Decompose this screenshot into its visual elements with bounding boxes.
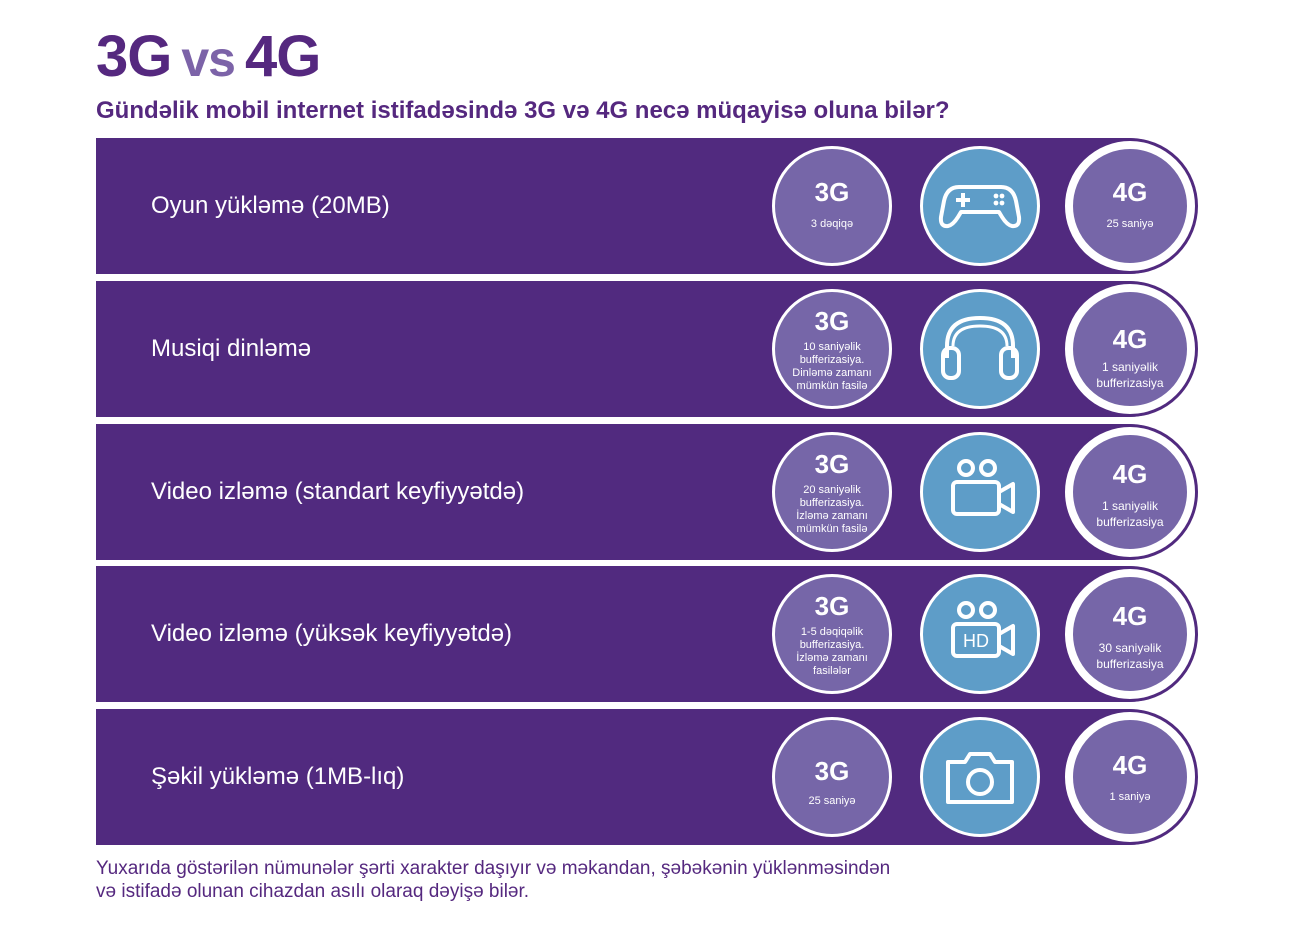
4g-circle: 4G 30 saniyəlik bufferizasiya — [1070, 574, 1190, 694]
hd-video-camera-icon: HD — [951, 601, 1015, 658]
video-camera-icon — [951, 459, 1015, 516]
hd-icon-text: HD — [963, 631, 989, 651]
footer-disclaimer: Yuxarıda göstərilən nümunələr şərti xara… — [96, 858, 891, 902]
title-4g: 4G — [245, 24, 321, 89]
4g-label: 4G — [1112, 177, 1148, 207]
page-title: 3G vs 4G — [96, 24, 321, 90]
photo-camera-icon — [946, 752, 1014, 804]
3g-circle: 3G 25 saniyə — [772, 717, 892, 837]
4g-note: 30 saniyəlik bufferizasiya — [1096, 641, 1164, 671]
4g-note: 25 saniyə — [1106, 218, 1154, 230]
activity-icon-circle: HD — [920, 574, 1040, 694]
comparison-row-photo-upload: Şəkil yükləmə (1MB-lıq) 3G 25 saniyə 4G … — [96, 709, 1198, 845]
4g-circle: 4G 25 saniyə — [1070, 146, 1190, 266]
3g-label: 3G — [814, 177, 850, 207]
3g-label: 3G — [814, 449, 850, 479]
row-label: Şəkil yükləmə (1MB-lıq) — [151, 763, 405, 790]
page-subtitle: Gündəlik mobil internet istifadəsində 3G… — [96, 97, 950, 124]
activity-icon-circle — [920, 146, 1040, 266]
title-3g: 3G — [96, 24, 172, 89]
3g-circle: 3G 10 saniyəlik bufferizasiya. Dinləmə z… — [772, 289, 892, 409]
4g-note: 1 saniyəlik bufferizasiya — [1096, 360, 1164, 390]
headphones-icon — [941, 315, 1019, 380]
3g-note: 10 saniyəlik bufferizasiya. Dinləmə zama… — [792, 341, 872, 392]
activity-icon-circle — [920, 432, 1040, 552]
gamepad-icon — [938, 185, 1022, 229]
title-vs: vs — [181, 31, 236, 87]
4g-label: 4G — [1112, 324, 1148, 354]
comparison-row-game-download: Oyun yükləmə (20MB) 3G 3 dəqiqə 4G 25 sa… — [96, 138, 1198, 274]
comparison-row-music-listening: Musiqi dinləmə 3G 10 saniyəlik bufferiza… — [96, 281, 1198, 417]
comparison-row-video-standard: Video izləmə (standart keyfiyyətdə) 3G 2… — [96, 424, 1198, 560]
3g-circle: 3G 3 dəqiqə — [772, 146, 892, 266]
3g-circle: 3G 20 saniyəlik bufferizasiya. İzləmə za… — [772, 432, 892, 552]
row-label: Oyun yükləmə (20MB) — [151, 192, 390, 219]
3g-note: 25 saniyə — [808, 795, 856, 807]
row-label: Video izləmə (yüksək keyfiyyətdə) — [151, 620, 513, 647]
4g-circle: 4G 1 saniyəlik bufferizasiya — [1070, 432, 1190, 552]
3g-note: 1-5 dəqiqəlik bufferizasiya. İzləmə zama… — [796, 626, 868, 677]
3g-label: 3G — [814, 591, 850, 621]
activity-icon-circle — [920, 717, 1040, 837]
4g-note: 1 saniyə — [1109, 791, 1151, 803]
3g-note: 20 saniyəlik bufferizasiya. İzləmə zaman… — [796, 484, 868, 535]
comparison-row-video-high: Video izləmə (yüksək keyfiyyətdə) 3G 1-5… — [96, 566, 1198, 702]
3g-note: 3 dəqiqə — [810, 218, 854, 230]
activity-icon-circle — [920, 289, 1040, 409]
row-label: Video izləmə (standart keyfiyyətdə) — [151, 478, 525, 505]
4g-circle: 4G 1 saniyəlik bufferizasiya — [1070, 289, 1190, 409]
3g-label: 3G — [814, 306, 850, 336]
4g-label: 4G — [1112, 601, 1148, 631]
4g-circle: 4G 1 saniyə — [1070, 717, 1190, 837]
4g-note: 1 saniyəlik bufferizasiya — [1096, 499, 1164, 529]
4g-label: 4G — [1112, 459, 1148, 489]
3g-circle: 3G 1-5 dəqiqəlik bufferizasiya. İzləmə z… — [772, 574, 892, 694]
3g-label: 3G — [814, 756, 850, 786]
4g-label: 4G — [1112, 750, 1148, 780]
row-label: Musiqi dinləmə — [151, 335, 312, 362]
